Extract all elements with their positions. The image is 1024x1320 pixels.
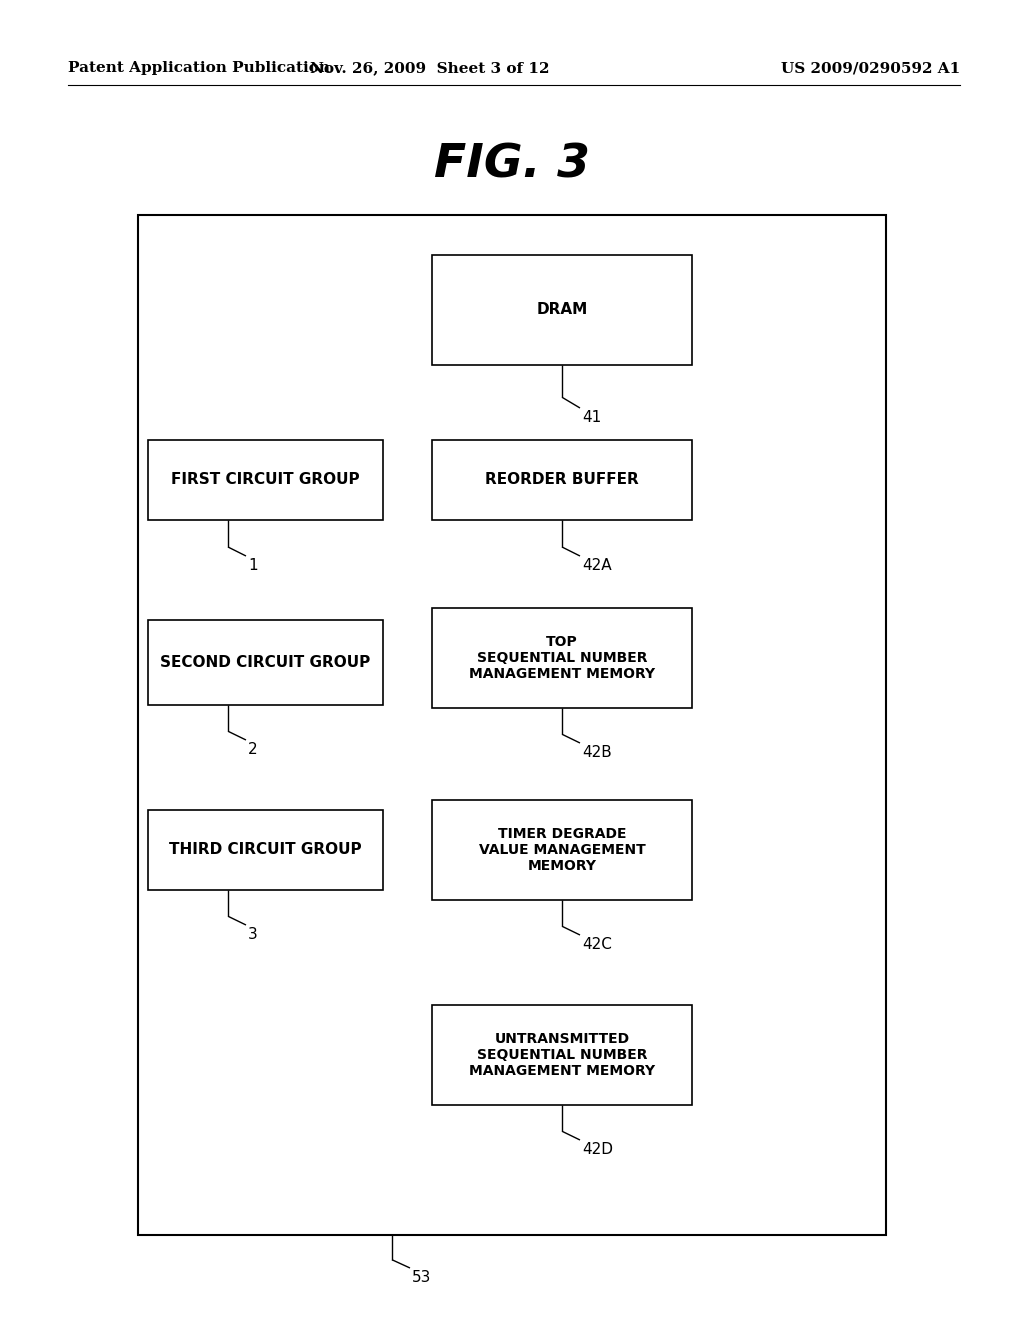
Bar	[148, 440, 383, 520]
Bar	[432, 609, 692, 708]
Text: 41: 41	[582, 411, 601, 425]
Text: REORDER BUFFER: REORDER BUFFER	[485, 473, 639, 487]
Text: TIMER DEGRADE
VALUE MANAGEMENT
MEMORY: TIMER DEGRADE VALUE MANAGEMENT MEMORY	[478, 826, 645, 874]
Bar	[432, 255, 692, 366]
Text: THIRD CIRCUIT GROUP: THIRD CIRCUIT GROUP	[169, 842, 361, 858]
Bar	[148, 810, 383, 890]
Bar	[432, 440, 692, 520]
Text: 2: 2	[248, 742, 258, 756]
Text: FIRST CIRCUIT GROUP: FIRST CIRCUIT GROUP	[171, 473, 359, 487]
Text: Patent Application Publication: Patent Application Publication	[68, 61, 330, 75]
Text: 42B: 42B	[582, 744, 611, 760]
Bar	[138, 215, 886, 1236]
Text: TOP
SEQUENTIAL NUMBER
MANAGEMENT MEMORY: TOP SEQUENTIAL NUMBER MANAGEMENT MEMORY	[469, 635, 655, 681]
Text: 42D: 42D	[582, 1142, 613, 1158]
Text: DRAM: DRAM	[537, 302, 588, 318]
Text: 53: 53	[412, 1270, 431, 1284]
Text: 3: 3	[248, 927, 258, 942]
Text: UNTRANSMITTED
SEQUENTIAL NUMBER
MANAGEMENT MEMORY: UNTRANSMITTED SEQUENTIAL NUMBER MANAGEME…	[469, 1032, 655, 1078]
Text: FIG. 3: FIG. 3	[434, 143, 590, 187]
Bar	[148, 620, 383, 705]
Text: 42A: 42A	[582, 558, 611, 573]
Text: 1: 1	[248, 558, 258, 573]
Text: SECOND CIRCUIT GROUP: SECOND CIRCUIT GROUP	[161, 655, 371, 671]
Text: US 2009/0290592 A1: US 2009/0290592 A1	[780, 61, 961, 75]
Text: Nov. 26, 2009  Sheet 3 of 12: Nov. 26, 2009 Sheet 3 of 12	[310, 61, 550, 75]
Text: 42C: 42C	[582, 937, 612, 952]
Bar	[432, 800, 692, 900]
Bar	[432, 1005, 692, 1105]
